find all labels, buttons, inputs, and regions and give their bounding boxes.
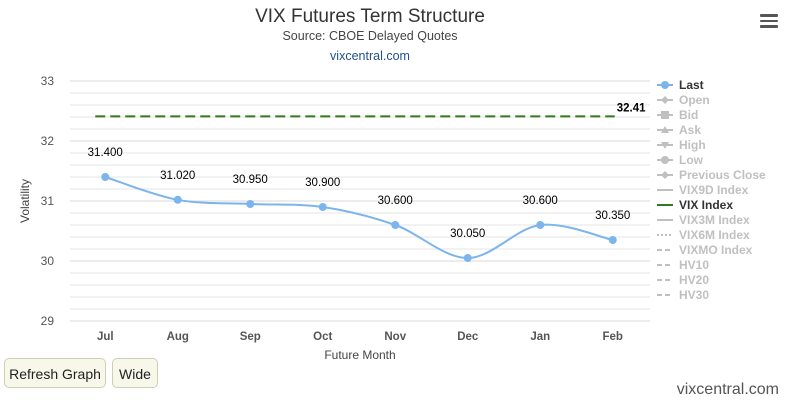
chart-title: VIX Futures Term Structure xyxy=(255,6,485,27)
data-label: 31.020 xyxy=(160,170,195,182)
y-tick-label: 32 xyxy=(41,134,55,148)
refresh-graph-button[interactable]: Refresh Graph xyxy=(4,358,106,388)
x-tick-label: Aug xyxy=(167,331,189,343)
x-tick-label: Nov xyxy=(384,331,406,343)
legend-label: HV20 xyxy=(679,273,709,287)
source-link[interactable]: vixcentral.com xyxy=(330,49,410,63)
legend-marker xyxy=(661,171,669,179)
legend-item[interactable]: HV20 xyxy=(657,273,709,287)
last-data-point[interactable] xyxy=(391,221,400,229)
footer-site-label: vixcentral.com xyxy=(676,381,779,398)
x-tick-label: Feb xyxy=(603,331,623,343)
last-data-point[interactable] xyxy=(246,200,255,208)
data-label: 30.900 xyxy=(305,177,340,189)
legend-marker xyxy=(661,156,669,164)
last-data-point[interactable] xyxy=(463,254,472,262)
vix-index-label: 32.41 xyxy=(617,102,646,114)
legend-item[interactable]: Last xyxy=(657,78,704,92)
y-tick-label: 30 xyxy=(41,254,55,268)
data-label: 30.600 xyxy=(378,195,413,207)
legend-item[interactable]: Ask xyxy=(657,123,701,137)
legend-item[interactable]: VIXMO Index xyxy=(657,243,753,257)
data-label: 30.950 xyxy=(233,174,268,186)
last-data-point[interactable] xyxy=(101,173,110,181)
last-data-point[interactable] xyxy=(608,236,617,244)
legend-label: HV10 xyxy=(679,258,709,272)
legend-item[interactable]: Bid xyxy=(657,108,698,122)
data-label: 30.600 xyxy=(523,195,558,207)
last-data-point[interactable] xyxy=(536,221,545,229)
x-axis-label: Future Month xyxy=(324,348,395,362)
legend-label: Last xyxy=(679,78,704,92)
legend-label: Previous Close xyxy=(679,168,766,182)
y-tick-label: 29 xyxy=(41,314,55,328)
data-label: 31.400 xyxy=(88,147,123,159)
legend-label: High xyxy=(679,138,706,152)
legend-label: VIXMO Index xyxy=(679,243,753,257)
y-tick-label: 31 xyxy=(41,194,55,208)
x-tick-label: Oct xyxy=(313,331,332,343)
legend-label: VIX Index xyxy=(679,198,733,212)
data-label: 30.350 xyxy=(595,210,630,222)
legend-item[interactable]: Previous Close xyxy=(657,168,766,182)
data-label: 30.050 xyxy=(450,228,485,240)
legend-item[interactable]: HV10 xyxy=(657,258,709,272)
y-tick-label: 33 xyxy=(41,74,55,88)
legend-item[interactable]: VIX9D Index xyxy=(657,183,749,197)
y-axis-label: Volatility xyxy=(18,179,32,223)
legend-label: VIX3M Index xyxy=(679,213,750,227)
legend-marker xyxy=(661,142,669,149)
legend-label: Low xyxy=(679,153,704,167)
legend-marker xyxy=(661,126,669,133)
x-tick-label: Jul xyxy=(97,331,114,343)
legend-label: Open xyxy=(679,93,710,107)
legend-item[interactable]: Low xyxy=(657,153,704,167)
last-data-point[interactable] xyxy=(318,203,327,211)
legend-marker xyxy=(661,96,669,104)
x-tick-label: Jan xyxy=(530,331,550,343)
x-tick-label: Sep xyxy=(240,331,261,343)
legend-item[interactable]: HV30 xyxy=(657,288,709,302)
last-data-point[interactable] xyxy=(173,195,182,204)
legend-label: VIX9D Index xyxy=(679,183,749,197)
legend-item[interactable]: VIX Index xyxy=(657,198,733,212)
chart-subtitle: Source: CBOE Delayed Quotes xyxy=(282,29,458,43)
wide-button[interactable]: Wide xyxy=(112,358,158,388)
legend-item[interactable]: High xyxy=(657,138,706,152)
legend-item[interactable]: VIX6M Index xyxy=(657,228,750,242)
last-series-line xyxy=(104,176,613,260)
legend-label: Ask xyxy=(679,123,701,137)
legend-marker xyxy=(661,81,669,89)
legend-item[interactable]: Open xyxy=(657,93,710,107)
legend-label: VIX6M Index xyxy=(679,228,750,242)
hamburger-menu-icon[interactable] xyxy=(760,14,778,28)
legend-item[interactable]: VIX3M Index xyxy=(657,213,750,227)
legend-marker xyxy=(661,111,669,119)
x-tick-label: Dec xyxy=(457,331,479,343)
legend-label: HV30 xyxy=(679,288,709,302)
legend-label: Bid xyxy=(679,108,698,122)
